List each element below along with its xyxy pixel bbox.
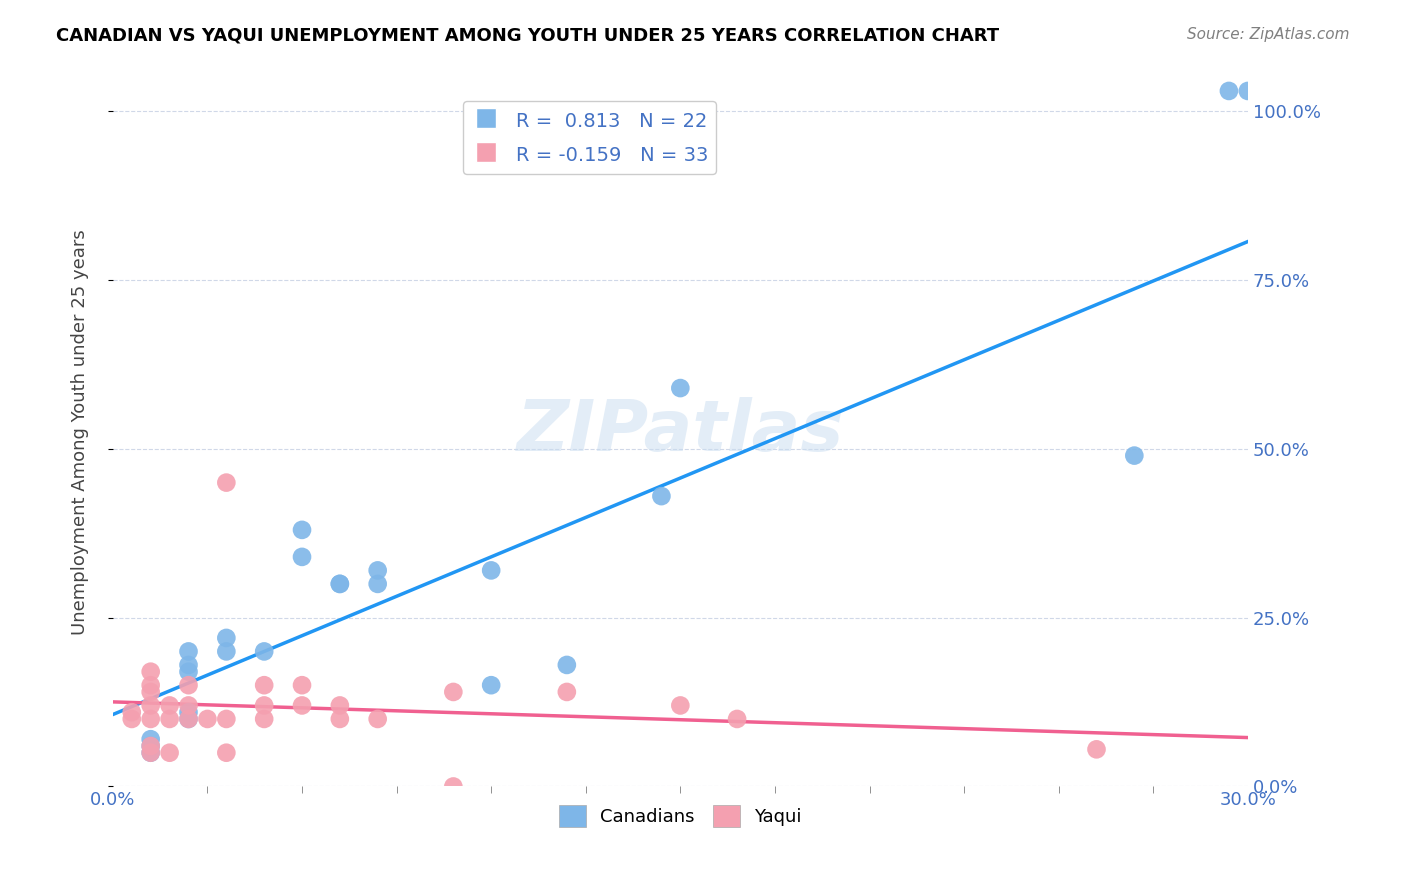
Point xyxy=(215,475,238,490)
Point xyxy=(669,698,692,713)
Point xyxy=(291,549,314,564)
Point xyxy=(253,644,276,658)
Point xyxy=(177,712,200,726)
Point xyxy=(291,523,314,537)
Point xyxy=(159,698,181,713)
Point xyxy=(197,712,219,726)
Text: Source: ZipAtlas.com: Source: ZipAtlas.com xyxy=(1187,27,1350,42)
Text: CANADIAN VS YAQUI UNEMPLOYMENT AMONG YOUTH UNDER 25 YEARS CORRELATION CHART: CANADIAN VS YAQUI UNEMPLOYMENT AMONG YOU… xyxy=(56,27,1000,45)
Point xyxy=(121,712,143,726)
Point xyxy=(441,685,464,699)
Point xyxy=(555,657,578,672)
Point xyxy=(177,678,200,692)
Point xyxy=(159,746,181,760)
Point xyxy=(1085,742,1108,756)
Point xyxy=(215,746,238,760)
Point xyxy=(367,563,389,577)
Point xyxy=(329,577,352,591)
Point xyxy=(253,698,276,713)
Point xyxy=(291,698,314,713)
Point xyxy=(139,698,162,713)
Point xyxy=(253,678,276,692)
Point xyxy=(139,739,162,753)
Point xyxy=(329,577,352,591)
Point xyxy=(479,563,502,577)
Point xyxy=(441,780,464,794)
Point xyxy=(1123,449,1146,463)
Y-axis label: Unemployment Among Youth under 25 years: Unemployment Among Youth under 25 years xyxy=(72,229,89,635)
Point xyxy=(253,712,276,726)
Text: ZIPatlas: ZIPatlas xyxy=(516,398,844,467)
Legend: Canadians, Yaqui: Canadians, Yaqui xyxy=(551,797,808,834)
Point xyxy=(177,698,200,713)
Point xyxy=(291,678,314,692)
Point xyxy=(479,678,502,692)
Point xyxy=(139,665,162,679)
Point xyxy=(159,712,181,726)
Point xyxy=(177,657,200,672)
Point xyxy=(177,712,200,726)
Point xyxy=(177,665,200,679)
Point xyxy=(1237,84,1260,98)
Point xyxy=(650,489,672,503)
Point xyxy=(215,631,238,645)
Point xyxy=(139,712,162,726)
Point xyxy=(367,577,389,591)
Point xyxy=(215,644,238,658)
Point xyxy=(367,712,389,726)
Point xyxy=(329,712,352,726)
Point xyxy=(555,685,578,699)
Point xyxy=(139,739,162,753)
Point xyxy=(121,705,143,719)
Point xyxy=(139,732,162,747)
Point xyxy=(177,644,200,658)
Point xyxy=(215,712,238,726)
Point xyxy=(139,746,162,760)
Point xyxy=(1218,84,1240,98)
Point xyxy=(139,685,162,699)
Point xyxy=(669,381,692,395)
Point xyxy=(139,678,162,692)
Point xyxy=(139,746,162,760)
Point xyxy=(329,698,352,713)
Point xyxy=(177,705,200,719)
Point xyxy=(725,712,748,726)
